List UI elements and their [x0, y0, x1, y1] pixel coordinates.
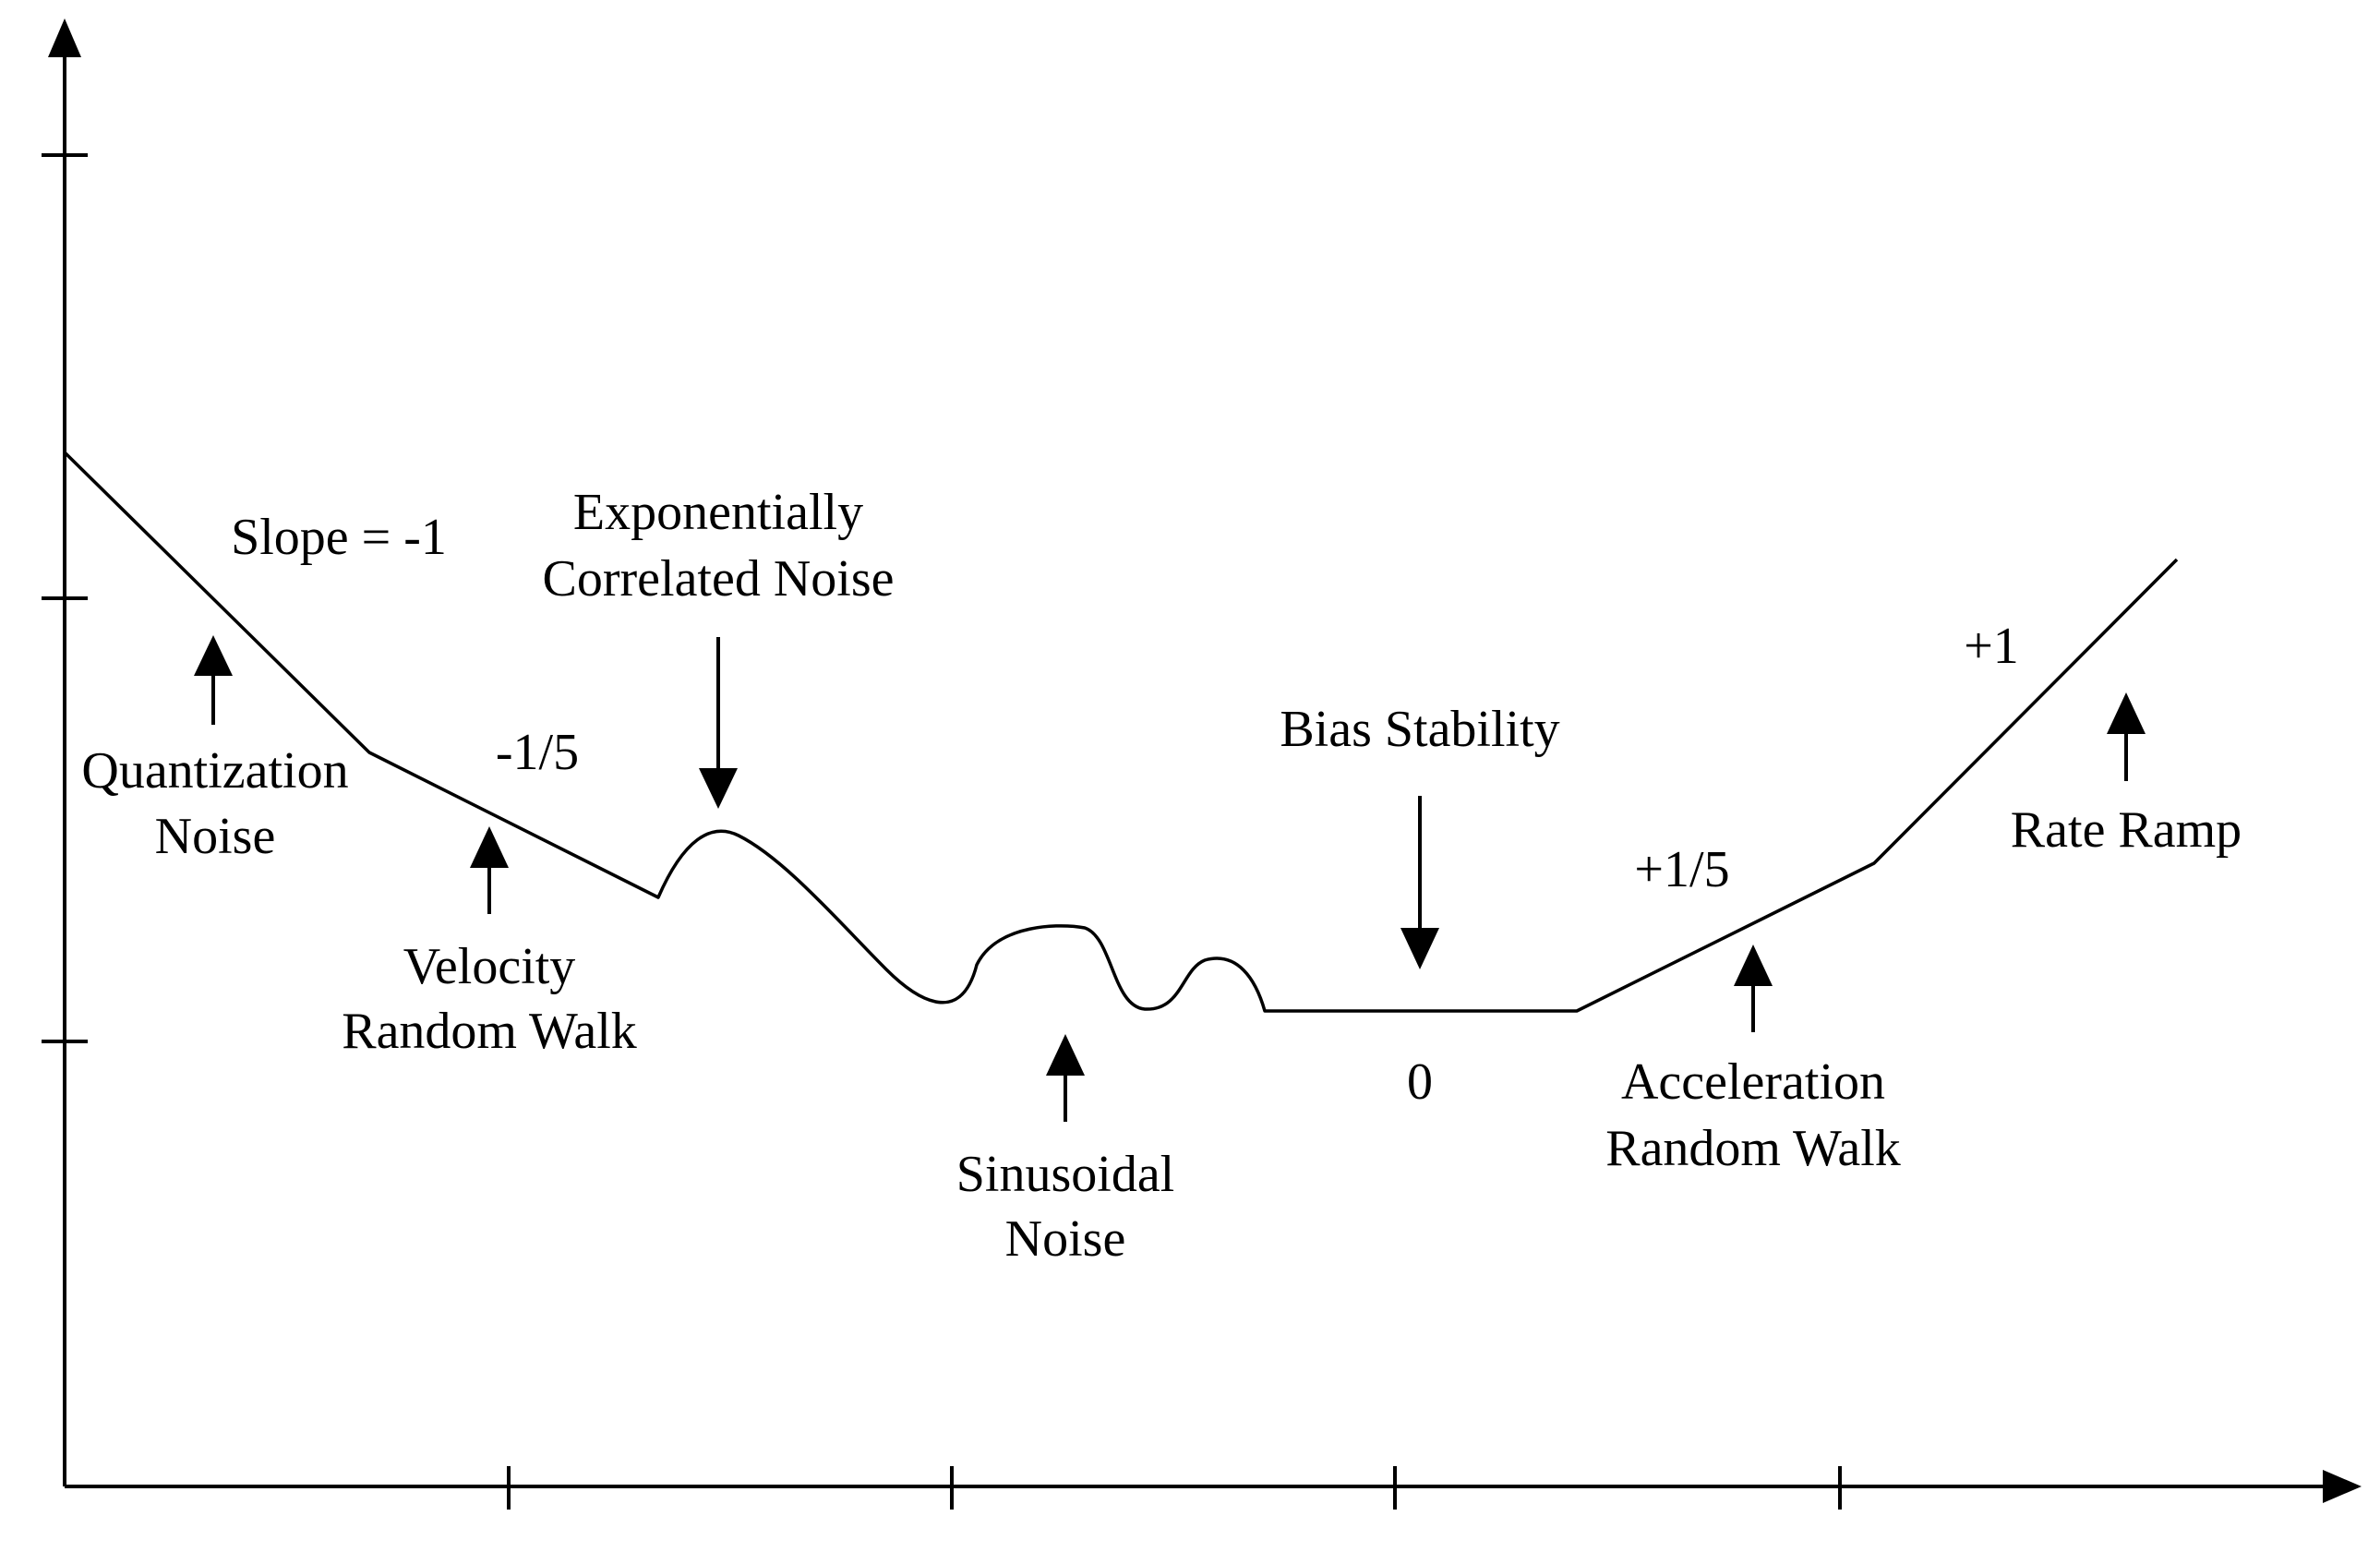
slope-label-minus-1: Slope = -1 [231, 509, 447, 566]
slope-label-plus-1: +1 [1964, 618, 2019, 675]
slope-label-zero: 0 [1407, 1053, 1433, 1111]
bias-stability-arrowhead [1400, 928, 1439, 969]
exponential-label-line2: Correlated Noise [543, 550, 895, 608]
acceleration-arrowhead [1734, 944, 1773, 986]
quantization-arrowhead [194, 635, 233, 676]
exponential-arrowhead [699, 768, 738, 809]
quantization-label-line1: Quantization [81, 742, 348, 800]
sinusoidal-label-line2: Noise [1005, 1210, 1126, 1268]
y-axis-arrowhead [48, 18, 81, 57]
rate-ramp-arrowhead [2107, 692, 2146, 734]
noise-curve [63, 451, 2179, 1013]
sinusoidal-arrowhead [1046, 1034, 1085, 1076]
acceleration-label-line2: Random Walk [1605, 1120, 1901, 1177]
velocity-label-line2: Random Walk [342, 1003, 637, 1060]
x-axis-arrowhead [2323, 1470, 2362, 1503]
sinusoidal-label-line1: Sinusoidal [956, 1146, 1174, 1203]
labels: Slope = -1 Quantization Noise -1/5 Veloc… [81, 484, 2242, 1268]
exponential-label-line1: Exponentially [573, 484, 863, 541]
axes [42, 18, 2362, 1510]
velocity-arrowhead [470, 826, 509, 868]
slope-label-minus-1-5: -1/5 [496, 724, 579, 781]
arrows [194, 635, 2146, 1122]
velocity-label-line1: Velocity [403, 938, 576, 995]
bias-stability-label: Bias Stability [1280, 701, 1559, 758]
acceleration-label-line1: Acceleration [1621, 1053, 1885, 1111]
rate-ramp-label: Rate Ramp [2011, 801, 2242, 859]
slope-label-plus-1-5: +1/5 [1634, 841, 1729, 898]
quantization-label-line2: Noise [155, 808, 276, 865]
